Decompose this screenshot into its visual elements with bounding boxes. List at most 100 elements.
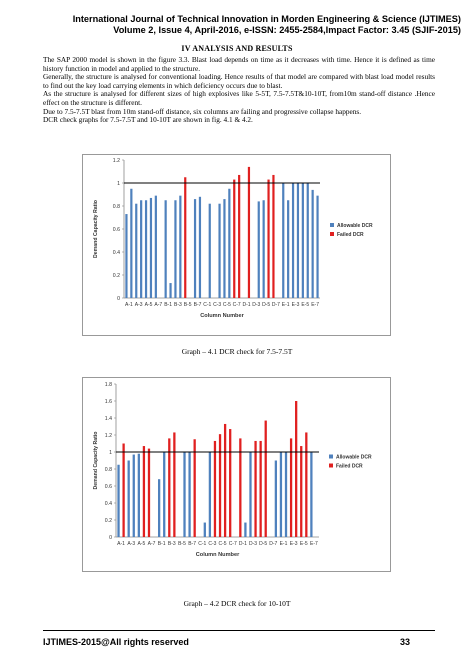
x-tick-label: D-7 (269, 541, 277, 547)
allowable-dcr-bar (140, 200, 143, 298)
x-tick-label: A-7 (148, 541, 156, 547)
allowable-dcr-bar (154, 195, 157, 298)
figure-caption-2: Graph – 4.2 DCR check for 10-10T (183, 599, 291, 608)
y-tick-label: 1.2 (113, 158, 120, 164)
allowable-dcr-bar (149, 197, 153, 298)
allowable-dcr-bar (316, 195, 319, 298)
failed-dcr-bar (254, 440, 257, 537)
figure-caption-1: Graph – 4.1 DCR check for 7.5-7.5T (181, 347, 293, 356)
x-tick-label: D-7 (272, 302, 280, 308)
allowable-dcr-bar (157, 479, 161, 537)
allowable-dcr-bar (127, 460, 130, 537)
x-tick-label: E-3 (292, 302, 300, 308)
allowable-dcr-bar (244, 522, 247, 537)
allowable-dcr-bar (296, 183, 300, 298)
legend-swatch (329, 463, 333, 468)
x-tick-label: A-3 (135, 302, 143, 308)
x-tick-label: C-1 (203, 302, 211, 308)
journal-title: International Journal of Technical Innov… (72, 14, 461, 24)
chart-2-frame: 0 0.2 0.4 0.6 0.8 1 1.2 1.4 1.6 1.8 A-1 A-3 A-5 A-7 B-… (82, 377, 391, 572)
section-title: IV ANALYSIS AND RESULTS (181, 44, 293, 53)
x-tick-label: C-5 (223, 302, 231, 308)
y-tick-label: 1.6 (105, 399, 112, 405)
allowable-dcr-bar (193, 199, 197, 298)
x-tick-label: B-1 (164, 302, 172, 308)
allowable-dcr-bar (249, 452, 252, 537)
failed-dcr-bar (218, 434, 222, 537)
allowable-dcr-bar (208, 452, 212, 537)
legend-label: Failed DCR (336, 464, 363, 470)
failed-dcr-bar (239, 438, 242, 537)
y-tick-label: 0.6 (113, 227, 120, 233)
allowable-dcr-bar (203, 522, 206, 537)
failed-dcr-bar (229, 429, 232, 537)
x-tick-label: A-5 (137, 541, 145, 547)
failed-dcr-bar (193, 439, 196, 537)
x-axis-label: Column Number (200, 313, 244, 319)
failed-dcr-bar (247, 166, 251, 298)
allowable-dcr-bar (274, 460, 278, 537)
x-tick-label: C-7 (233, 302, 241, 308)
x-tick-label: D-5 (259, 541, 267, 547)
footer-copyright: IJTIMES-2015@All rights reserved (43, 637, 189, 647)
failed-dcr-bar (168, 438, 171, 537)
x-axis-label: Column Number (196, 552, 240, 558)
x-tick-label: E-3 (290, 541, 298, 547)
failed-dcr-bar (184, 177, 187, 298)
x-tick-label: E-1 (282, 302, 290, 308)
failed-dcr-bar (272, 174, 275, 298)
body-text: The SAP 2000 model is shown in the figur… (43, 55, 435, 125)
x-tick-label: D-1 (239, 541, 247, 547)
allowable-dcr-bar (208, 203, 211, 298)
allowable-dcr-bar (163, 452, 166, 537)
footer-divider (43, 630, 435, 631)
x-tick-label: A-5 (145, 302, 153, 308)
y-tick-label: 0 (117, 296, 120, 302)
failed-dcr-bar (289, 438, 293, 537)
failed-dcr-bar (122, 443, 125, 537)
allowable-dcr-bar (311, 189, 314, 298)
allowable-dcr-bar (188, 452, 191, 537)
allowable-dcr-bar (291, 183, 295, 298)
x-tick-label: E-7 (310, 541, 318, 547)
allowable-dcr-bar (306, 183, 309, 298)
x-tick-label: D-5 (262, 302, 270, 308)
paragraph: Due to 7.5-7.5T blast from 10m stand-off… (43, 106, 362, 116)
allowable-dcr-bar (310, 452, 313, 537)
y-tick-label: 0.2 (113, 273, 120, 279)
y-tick-label: 0.6 (105, 484, 112, 490)
x-tick-label: B-1 (158, 541, 166, 547)
x-tick-label: C-5 (219, 541, 227, 547)
x-tick-label: B-7 (194, 302, 202, 308)
allowable-dcr-bar (135, 203, 138, 298)
legend-swatch (330, 232, 334, 236)
failed-dcr-bar (267, 179, 270, 298)
y-tick-label: 1.8 (105, 382, 112, 388)
x-tick-label: C-3 (208, 541, 216, 547)
failed-dcr-bar (259, 440, 262, 537)
x-tick-label: B-3 (168, 541, 176, 547)
y-axis-label: Demand Capacity Ratio (93, 200, 99, 258)
failed-dcr-bar (213, 440, 217, 537)
chart-1: 0 0.2 0.4 0.6 0.8 1 1.2 A-1 A-3 A-5 A-7 B-1 B-3 B-5 B-… (93, 158, 373, 319)
allowable-dcr-bar (257, 201, 260, 298)
y-axis-label: Demand Capacity Ratio (93, 432, 99, 490)
x-tick-label: E-5 (301, 302, 309, 308)
allowable-dcr-bar (228, 188, 231, 298)
allowable-dcr-bar (125, 214, 128, 298)
allowable-dcr-bar (183, 452, 186, 537)
allowable-dcr-bar (301, 183, 304, 298)
allowable-dcr-bar (198, 196, 202, 298)
x-tick-label: D-3 (249, 541, 257, 547)
allowable-dcr-bar (218, 203, 221, 298)
legend-swatch (330, 223, 334, 227)
x-tick-label: B-5 (184, 302, 192, 308)
legend-swatch (329, 454, 333, 459)
failed-dcr-bar (238, 174, 241, 298)
x-tick-label: A-7 (154, 302, 162, 308)
paragraph: Generally, the structure is analysed for… (43, 72, 435, 90)
x-tick-label: A-3 (127, 541, 135, 547)
legend-label: Failed DCR (337, 232, 364, 238)
failed-dcr-bar (233, 179, 236, 298)
x-tick-label: B-3 (174, 302, 182, 308)
